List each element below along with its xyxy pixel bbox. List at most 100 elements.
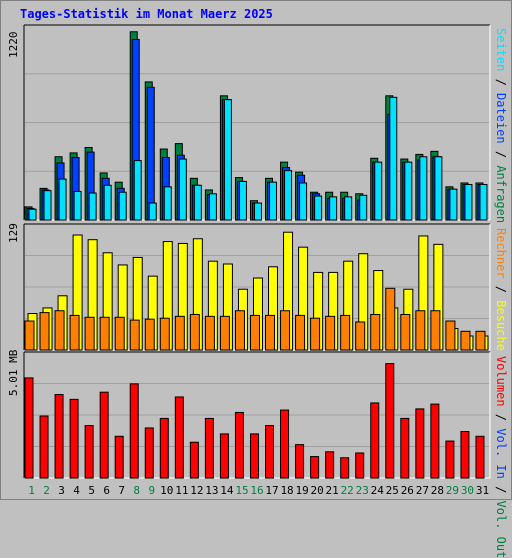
x-tick-label-day-3: 3 bbox=[58, 484, 65, 497]
bar-volumen-day-5 bbox=[84, 425, 94, 479]
bar-volumen-day-4 bbox=[69, 398, 79, 479]
bar-seiten-day-1 bbox=[28, 208, 37, 221]
x-tick-label-day-10: 10 bbox=[160, 484, 173, 497]
bar-rechner-day-6 bbox=[99, 316, 110, 351]
bar-rechner-day-22 bbox=[340, 314, 351, 351]
legend-entry: / bbox=[494, 478, 508, 501]
bar-volumen-day-15 bbox=[234, 411, 244, 479]
bar-volumen-day-30 bbox=[460, 431, 470, 479]
x-tick-label-day-31: 31 bbox=[476, 484, 489, 497]
bar-volumen-day-10 bbox=[159, 417, 169, 479]
bar-volumen-day-26 bbox=[400, 417, 410, 479]
bar-volumen-day-9 bbox=[144, 427, 154, 479]
bar-volumen-day-24 bbox=[370, 402, 380, 479]
daily-statistics-chart: 1 2 3 4 5 6 7 8 9 10 11 12 13 14 15 16 17 18 19 20 21 22 23 24 2… bbox=[23, 24, 491, 497]
bar-rechner-day-8 bbox=[129, 319, 140, 351]
bar-seiten-day-22 bbox=[344, 196, 353, 221]
x-tick-label-day-8: 8 bbox=[133, 484, 140, 497]
bar-rechner-day-20 bbox=[310, 317, 321, 351]
bar-rechner-day-11 bbox=[174, 315, 185, 351]
x-tick-label-day-15: 15 bbox=[235, 484, 248, 497]
bar-rechner-day-14 bbox=[219, 315, 230, 351]
x-tick-label-day-25: 25 bbox=[386, 484, 399, 497]
x-tick-label-day-20: 20 bbox=[311, 484, 324, 497]
x-tick-label-day-6: 6 bbox=[103, 484, 110, 497]
bar-seiten-day-24 bbox=[374, 161, 383, 221]
x-tick-label-day-23: 23 bbox=[356, 484, 369, 497]
bar-rechner-day-30 bbox=[460, 330, 471, 351]
bar-seiten-day-15 bbox=[238, 180, 247, 221]
bar-volumen-day-17 bbox=[265, 425, 275, 479]
y-max-label-top: 1220 bbox=[7, 31, 20, 59]
bar-seiten-day-12 bbox=[193, 184, 202, 221]
bar-seiten-day-8 bbox=[133, 160, 142, 221]
legend-entry: Seiten bbox=[494, 28, 508, 72]
bar-seiten-day-23 bbox=[359, 194, 368, 221]
bar-rechner-day-26 bbox=[400, 313, 411, 351]
bar-rechner-day-15 bbox=[234, 310, 245, 351]
bar-seiten-day-21 bbox=[329, 196, 338, 221]
bar-rechner-day-1 bbox=[24, 320, 35, 351]
bar-seiten-day-5 bbox=[88, 192, 97, 221]
bar-rechner-day-31 bbox=[475, 330, 486, 351]
bar-seiten-day-26 bbox=[404, 161, 413, 221]
bar-rechner-day-23 bbox=[355, 321, 366, 351]
bar-volumen-day-31 bbox=[475, 435, 485, 479]
bar-seiten-day-29 bbox=[449, 188, 458, 221]
bar-volumen-day-16 bbox=[249, 433, 259, 479]
bar-rechner-day-10 bbox=[159, 317, 170, 351]
bar-rechner-day-3 bbox=[54, 310, 65, 351]
legend-entry: Anfragen bbox=[494, 165, 508, 224]
bar-volumen-day-23 bbox=[355, 452, 365, 479]
bar-rechner-day-2 bbox=[39, 312, 50, 351]
legend-entry: / bbox=[494, 71, 508, 94]
bar-rechner-day-5 bbox=[84, 316, 95, 351]
x-tick-label-day-14: 14 bbox=[220, 484, 234, 497]
bar-rechner-day-24 bbox=[370, 313, 381, 351]
x-tick-label-day-22: 22 bbox=[341, 484, 354, 497]
bar-rechner-day-25 bbox=[385, 287, 396, 351]
x-tick-label-day-17: 17 bbox=[265, 484, 278, 497]
x-tick-label-day-21: 21 bbox=[326, 484, 339, 497]
bar-seiten-day-7 bbox=[118, 191, 127, 221]
x-tick-label-day-7: 7 bbox=[118, 484, 125, 497]
x-tick-label-day-24: 24 bbox=[371, 484, 385, 497]
bar-rechner-day-7 bbox=[114, 316, 125, 351]
bar-seiten-day-2 bbox=[43, 190, 52, 221]
x-tick-label-day-13: 13 bbox=[205, 484, 218, 497]
x-tick-label-day-27: 27 bbox=[416, 484, 429, 497]
bar-seiten-day-14 bbox=[223, 99, 232, 221]
bar-seiten-day-27 bbox=[419, 156, 428, 221]
bar-seiten-day-6 bbox=[103, 184, 112, 221]
bar-volumen-day-25 bbox=[385, 363, 395, 479]
bar-volumen-day-1 bbox=[24, 377, 34, 479]
bar-seiten-day-19 bbox=[299, 182, 308, 221]
bar-rechner-day-4 bbox=[69, 314, 80, 351]
bar-rechner-day-16 bbox=[249, 314, 260, 351]
bar-volumen-day-19 bbox=[295, 444, 305, 479]
legend-entry: Dateien bbox=[494, 93, 508, 144]
bar-volumen-day-14 bbox=[219, 433, 229, 479]
x-tick-label-day-9: 9 bbox=[148, 484, 155, 497]
x-tick-label-day-30: 30 bbox=[461, 484, 474, 497]
legend-entry: / bbox=[494, 406, 508, 429]
bar-seiten-day-3 bbox=[58, 178, 67, 221]
bar-rechner-day-13 bbox=[204, 315, 215, 351]
x-tick-label-day-11: 11 bbox=[175, 484, 188, 497]
legend-entry: Rechner bbox=[494, 228, 508, 279]
y-max-label-bottom: 5.01 MB bbox=[7, 349, 20, 396]
x-tick-label-day-4: 4 bbox=[73, 484, 80, 497]
bar-volumen-day-11 bbox=[174, 396, 184, 479]
bar-seiten-day-4 bbox=[73, 190, 82, 221]
legend-bottom: Volumen / Vol. In / Vol. Out bbox=[494, 356, 508, 558]
bar-volumen-day-27 bbox=[415, 408, 425, 479]
bar-seiten-day-13 bbox=[208, 193, 217, 221]
bar-seiten-day-17 bbox=[269, 181, 278, 221]
bar-volumen-day-8 bbox=[129, 383, 139, 479]
x-tick-label-day-16: 16 bbox=[250, 484, 263, 497]
legend-entry: Vol. In bbox=[494, 428, 508, 479]
bar-seiten-day-11 bbox=[178, 158, 187, 221]
bar-volumen-day-2 bbox=[39, 415, 49, 479]
bar-volumen-day-21 bbox=[325, 451, 335, 479]
y-max-label-middle: 129 bbox=[7, 223, 20, 243]
